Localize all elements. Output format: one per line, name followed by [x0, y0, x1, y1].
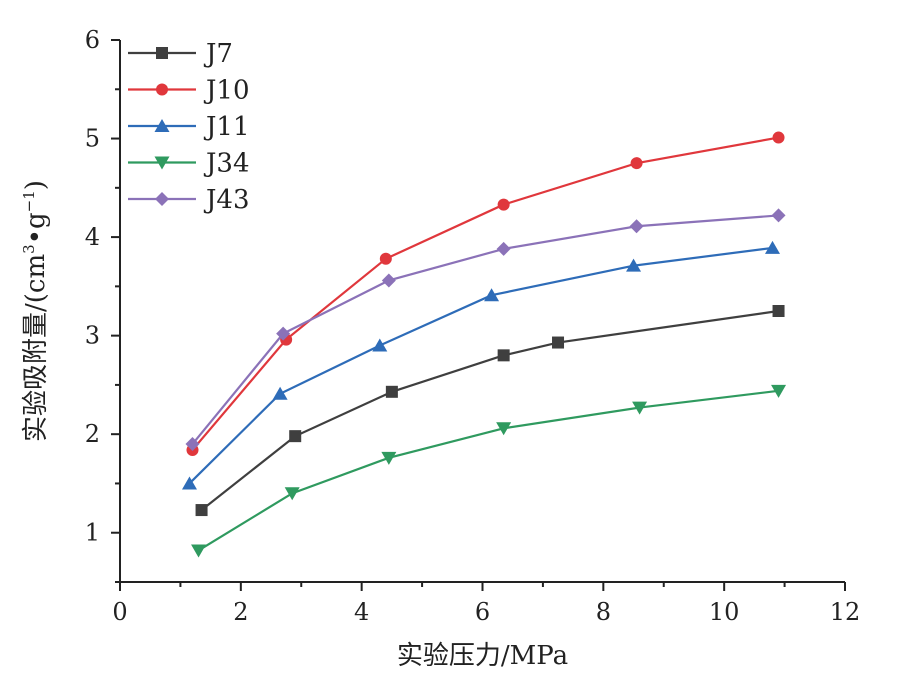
x-tick-label: 4	[354, 598, 369, 626]
data-point	[772, 131, 785, 144]
legend-item-j11: J11	[128, 112, 250, 142]
data-point	[289, 430, 302, 443]
legend-marker	[156, 47, 168, 59]
y-axis-title: 实验吸附量/(cm3•g−1)	[20, 180, 51, 442]
y-tick-label: 1	[85, 519, 100, 547]
data-point	[771, 208, 786, 223]
legend-label: J10	[203, 76, 250, 106]
x-tick-label: 10	[709, 598, 740, 626]
x-tick-label: 6	[475, 598, 490, 626]
data-point	[552, 336, 565, 349]
data-point	[185, 437, 200, 452]
y-tick-label: 5	[85, 125, 100, 153]
data-point	[626, 258, 642, 272]
legend-label: J7	[203, 39, 233, 69]
y-tick-label: 2	[85, 420, 100, 448]
series-line	[188, 246, 773, 485]
y-axis-title-end: )	[21, 180, 51, 190]
y-axis-title-mid: •g	[21, 212, 51, 244]
x-tick-label: 0	[112, 598, 127, 626]
y-axis-title-sup1: 3	[20, 244, 38, 254]
y-tick-label: 4	[85, 223, 100, 251]
data-point	[484, 288, 500, 302]
series-j34	[191, 384, 787, 558]
legend-marker	[155, 192, 169, 206]
data-point	[381, 273, 396, 288]
legend-label: J43	[203, 185, 250, 215]
x-tick-label: 12	[830, 598, 861, 626]
data-point	[181, 476, 197, 490]
data-point	[496, 241, 511, 256]
series-j43	[185, 208, 786, 452]
data-point	[765, 240, 780, 254]
x-axis-title: 实验压力/MPa	[397, 641, 568, 671]
series-j7	[195, 305, 785, 517]
series-line	[191, 214, 779, 445]
data-point	[497, 198, 510, 211]
legend-marker	[154, 156, 170, 170]
data-point	[191, 544, 207, 558]
legend-marker	[156, 83, 168, 96]
data-point	[632, 401, 648, 415]
data-point	[272, 386, 288, 400]
data-point	[630, 157, 643, 170]
legend-item-j43: J43	[128, 185, 250, 215]
data-point	[385, 385, 398, 398]
data-point	[772, 305, 785, 317]
data-point	[372, 338, 388, 352]
legend-marker	[154, 119, 170, 132]
data-point	[496, 422, 512, 436]
series-layer	[181, 131, 787, 558]
data-point	[771, 384, 787, 398]
data-point	[276, 326, 291, 341]
legend: J7 J10 J11 J34 J43	[128, 39, 250, 215]
series-line	[197, 389, 779, 552]
series-j11	[181, 240, 780, 490]
x-tick-label: 2	[233, 598, 248, 626]
legend-item-j34: J34	[128, 149, 250, 179]
x-tick-label: 8	[596, 598, 611, 626]
y-axis-title-sup2: −1	[20, 190, 38, 212]
legend-label: J34	[203, 149, 250, 179]
series-line	[200, 309, 779, 511]
legend-label: J11	[203, 112, 250, 142]
series-j10	[186, 131, 785, 456]
y-axis-title-main: 实验吸附量/(cm	[21, 254, 51, 442]
data-point	[629, 219, 644, 234]
data-point	[195, 504, 208, 517]
series-line	[191, 136, 779, 451]
data-point	[381, 451, 397, 465]
y-tick-label: 6	[85, 26, 100, 54]
legend-item-j10: J10	[128, 76, 250, 106]
legend-item-j7: J7	[128, 39, 233, 69]
data-point	[379, 252, 392, 265]
data-point	[284, 487, 300, 501]
data-point	[497, 349, 510, 362]
y-tick-label: 3	[85, 322, 100, 350]
